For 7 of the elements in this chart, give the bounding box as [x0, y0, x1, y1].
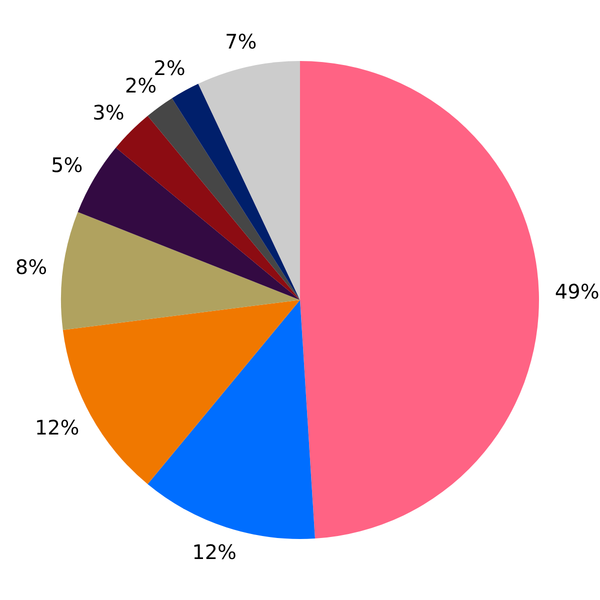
data-label: 7% [225, 29, 257, 54]
data-label: 49% [554, 280, 600, 304]
data-label: 12% [34, 416, 80, 440]
data-label: 8% [15, 254, 48, 279]
data-label: 12% [192, 540, 237, 564]
data-label: 3% [92, 100, 124, 125]
data-label: 5% [50, 153, 83, 178]
